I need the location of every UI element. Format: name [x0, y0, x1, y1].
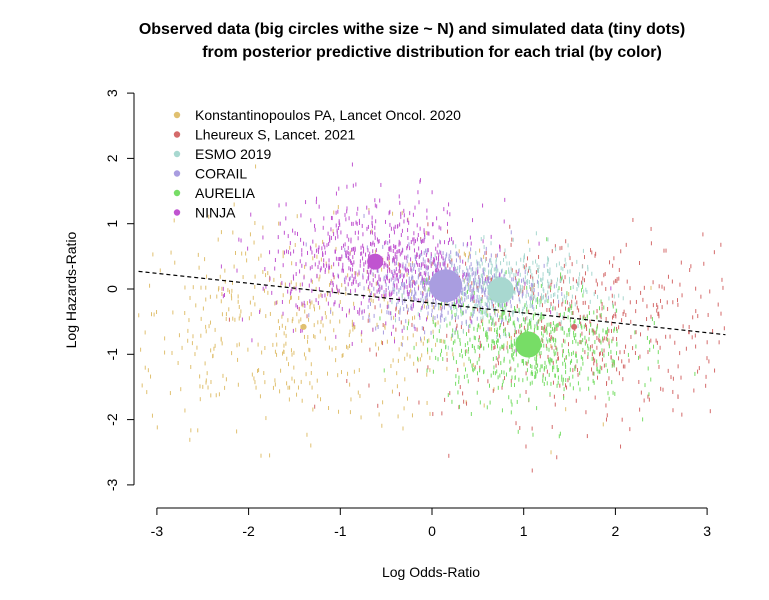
- simulated-series: [228, 217, 725, 473]
- y-tick-label: 0: [104, 285, 120, 293]
- axes: -3 -2 -1 0 1 2 3 -3 -2 -1 0 1 2 3: [104, 89, 711, 539]
- regression-line-layer: [138, 270, 726, 336]
- legend-label: Konstantinopoulos PA, Lancet Oncol. 2020: [195, 107, 461, 123]
- y-tick-label: 2: [104, 154, 120, 162]
- regression-line: [138, 270, 726, 336]
- legend-marker: [173, 111, 181, 119]
- legend-marker: [173, 131, 181, 138]
- legend-marker: [173, 189, 181, 197]
- legend: Konstantinopoulos PA, Lancet Oncol. 2020…: [173, 107, 461, 221]
- x-axis-label: Log Odds-Ratio: [382, 564, 480, 580]
- x-tick-label: -3: [151, 523, 164, 539]
- observed-point: [571, 323, 578, 330]
- observed-point: [367, 253, 384, 270]
- x-tick-label: 3: [703, 523, 711, 539]
- x-tick-label: -1: [334, 523, 347, 539]
- y-tick-label: -1: [104, 348, 120, 361]
- chart-title: Observed data (big circles withe size ~ …: [139, 21, 685, 38]
- legend-marker: [173, 209, 181, 216]
- legend-label: Lheureux S, Lancet. 2021: [195, 127, 356, 143]
- legend-marker: [173, 150, 181, 158]
- legend-marker: [173, 170, 181, 177]
- y-tick-label: 3: [104, 89, 120, 97]
- x-tick-label: 2: [612, 523, 620, 539]
- x-tick-label: 0: [428, 523, 436, 539]
- legend-label: NINJA: [195, 205, 236, 221]
- y-tick-label: -3: [104, 478, 120, 491]
- simulated-series: [220, 162, 612, 353]
- legend-label: CORAIL: [195, 166, 247, 182]
- x-tick-label: 1: [520, 523, 528, 539]
- observed-point: [487, 277, 514, 304]
- observed-point: [429, 269, 463, 303]
- observed-point: [300, 323, 307, 330]
- observed-points-layer: [300, 253, 578, 358]
- legend-label: ESMO 2019: [195, 146, 271, 162]
- y-tick-label: -2: [104, 413, 120, 426]
- legend-label: AURELIA: [195, 185, 256, 201]
- y-tick-label: 1: [104, 220, 120, 228]
- y-axis-label: Log Hazards-Ratio: [63, 231, 79, 348]
- chart-subtitle: from posterior predictive distribution f…: [202, 44, 662, 61]
- observed-point: [515, 331, 542, 358]
- x-tick-label: -2: [242, 523, 255, 539]
